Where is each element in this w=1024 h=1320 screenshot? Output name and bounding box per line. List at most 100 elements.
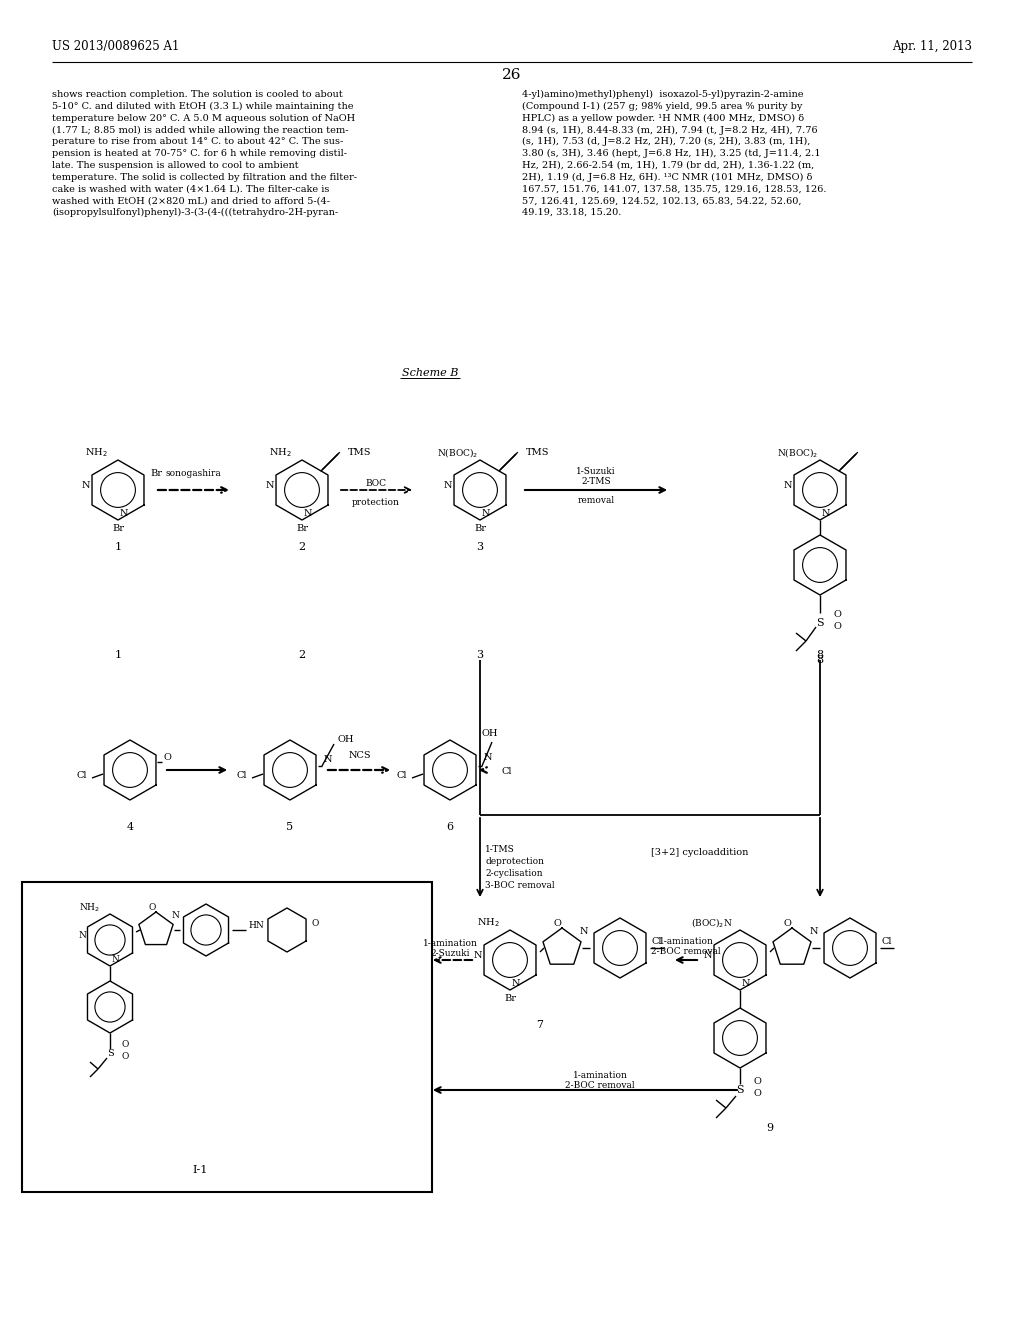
Text: O: O [164, 752, 172, 762]
Text: Br: Br [112, 524, 124, 533]
Text: I-1: I-1 [193, 1166, 208, 1175]
Text: O: O [122, 1052, 129, 1061]
Text: Br: Br [474, 524, 486, 533]
Text: N: N [484, 752, 493, 762]
Text: O: O [148, 903, 156, 912]
Text: 57, 126.41, 125.69, 124.52, 102.13, 65.83, 54.22, 52.60,: 57, 126.41, 125.69, 124.52, 102.13, 65.8… [522, 197, 802, 205]
Text: 3.80 (s, 3H), 3.46 (hept, J=6.8 Hz, 1H), 3.25 (td, J=11.4, 2.1: 3.80 (s, 3H), 3.46 (hept, J=6.8 Hz, 1H),… [522, 149, 820, 158]
Text: N: N [742, 979, 751, 987]
Text: N: N [78, 931, 86, 940]
Text: (Compound I-1) (257 g; 98% yield, 99.5 area % purity by: (Compound I-1) (257 g; 98% yield, 99.5 a… [522, 102, 803, 111]
Text: (isopropylsulfonyl)phenyl)-3-(3-(4-(((tetrahydro-2H-pyran-: (isopropylsulfonyl)phenyl)-3-(3-(4-(((te… [52, 209, 338, 216]
Text: 8: 8 [816, 649, 823, 660]
Text: NH$_2$: NH$_2$ [85, 446, 108, 459]
Text: 1-amination: 1-amination [423, 939, 477, 948]
Text: 5-10° C. and diluted with EtOH (3.3 L) while maintaining the: 5-10° C. and diluted with EtOH (3.3 L) w… [52, 102, 353, 111]
Text: 1: 1 [115, 543, 122, 552]
Text: (s, 1H), 7.53 (d, J=8.2 Hz, 2H), 7.20 (s, 2H), 3.83 (m, 1H),: (s, 1H), 7.53 (d, J=8.2 Hz, 2H), 7.20 (s… [522, 137, 810, 147]
Text: N: N [512, 979, 520, 987]
Text: N: N [482, 510, 490, 517]
Text: N: N [580, 927, 589, 936]
Text: Cl: Cl [237, 771, 247, 780]
Text: shows reaction completion. The solution is cooled to about: shows reaction completion. The solution … [52, 90, 343, 99]
Text: 8: 8 [816, 655, 823, 665]
Text: N(BOC)$_2$: N(BOC)$_2$ [777, 446, 818, 459]
Text: N: N [473, 950, 482, 960]
Text: 2-Suzuki: 2-Suzuki [430, 949, 470, 958]
Text: Apr. 11, 2013: Apr. 11, 2013 [892, 40, 972, 53]
Text: 5: 5 [287, 822, 294, 832]
Text: Cl: Cl [882, 937, 893, 946]
Text: NCS: NCS [349, 751, 372, 760]
Text: 8.94 (s, 1H), 8.44-8.33 (m, 2H), 7.94 (t, J=8.2 Hz, 4H), 7.76: 8.94 (s, 1H), 8.44-8.33 (m, 2H), 7.94 (t… [522, 125, 817, 135]
Text: Cl: Cl [502, 767, 512, 776]
Text: US 2013/0089625 A1: US 2013/0089625 A1 [52, 40, 179, 53]
Text: TMS: TMS [348, 447, 372, 457]
Text: 2-TMS: 2-TMS [582, 477, 610, 486]
Text: Br: Br [296, 524, 308, 533]
Text: N: N [172, 911, 180, 920]
Text: sonogashira: sonogashira [165, 469, 221, 478]
Text: 2: 2 [298, 543, 305, 552]
Text: Br: Br [504, 994, 516, 1003]
Text: 1: 1 [115, 649, 122, 660]
Text: (BOC)$_2$N: (BOC)$_2$N [691, 916, 733, 929]
Text: HPLC) as a yellow powder. ¹H NMR (400 MHz, DMSO) δ: HPLC) as a yellow powder. ¹H NMR (400 MH… [522, 114, 804, 123]
Text: temperature below 20° C. A 5.0 M aqueous solution of NaOH: temperature below 20° C. A 5.0 M aqueous… [52, 114, 355, 123]
Text: O: O [754, 1077, 762, 1086]
Bar [22, 882, 432, 1192]
Text: 1-amination: 1-amination [572, 1071, 628, 1080]
Text: 9: 9 [766, 1123, 773, 1133]
Text: N: N [703, 950, 712, 960]
Text: NH$_2$: NH$_2$ [476, 916, 500, 929]
Text: BOC: BOC [366, 479, 386, 488]
Text: (1.77 L; 8.85 mol) is added while allowing the reaction tem-: (1.77 L; 8.85 mol) is added while allowi… [52, 125, 348, 135]
Text: pension is heated at 70-75° C. for 6 h while removing distil-: pension is heated at 70-75° C. for 6 h w… [52, 149, 347, 158]
Text: O: O [122, 1040, 129, 1049]
Text: N: N [265, 480, 274, 490]
Text: HN: HN [248, 921, 264, 931]
Text: N: N [783, 480, 792, 490]
Text: 3: 3 [476, 649, 483, 660]
Text: 3-BOC removal: 3-BOC removal [485, 880, 555, 890]
Text: O: O [553, 919, 561, 928]
Text: OH: OH [338, 735, 354, 744]
Text: NH$_2$: NH$_2$ [80, 902, 100, 915]
Text: 4: 4 [126, 822, 133, 832]
Text: Br: Br [150, 469, 162, 478]
Text: O: O [754, 1089, 762, 1098]
Text: 1-amination: 1-amination [658, 937, 714, 946]
Text: cake is washed with water (4×1.64 L). The filter-cake is: cake is washed with water (4×1.64 L). Th… [52, 185, 330, 194]
Text: N: N [112, 954, 120, 964]
Text: removal: removal [578, 496, 614, 506]
Text: 49.19, 33.18, 15.20.: 49.19, 33.18, 15.20. [522, 209, 622, 216]
Text: late. The suspension is allowed to cool to ambient: late. The suspension is allowed to cool … [52, 161, 299, 170]
Text: deprotection: deprotection [485, 857, 544, 866]
Text: NH$_2$: NH$_2$ [268, 446, 292, 459]
Text: Cl: Cl [652, 937, 663, 946]
Text: S: S [816, 618, 824, 628]
Text: N: N [443, 480, 452, 490]
Text: N: N [82, 480, 90, 490]
Text: 6: 6 [446, 822, 454, 832]
Text: O: O [834, 610, 842, 619]
Text: 2H), 1.19 (d, J=6.8 Hz, 6H). ¹³C NMR (101 MHz, DMSO) δ: 2H), 1.19 (d, J=6.8 Hz, 6H). ¹³C NMR (10… [522, 173, 812, 182]
Text: Hz, 2H), 2.66-2.54 (m, 1H), 1.79 (br dd, 2H), 1.36-1.22 (m,: Hz, 2H), 2.66-2.54 (m, 1H), 1.79 (br dd,… [522, 161, 814, 170]
Text: N: N [324, 755, 333, 764]
Text: temperature. The solid is collected by filtration and the filter-: temperature. The solid is collected by f… [52, 173, 357, 182]
Text: O: O [834, 622, 842, 631]
Text: O: O [783, 919, 791, 928]
Text: OH: OH [482, 729, 499, 738]
Text: Scheme B: Scheme B [401, 368, 458, 378]
Text: 2-cyclisation: 2-cyclisation [485, 869, 543, 878]
Text: O: O [311, 919, 318, 928]
Text: N: N [810, 927, 818, 936]
Text: 1-Suzuki: 1-Suzuki [577, 467, 615, 477]
Text: 2-BOC removal: 2-BOC removal [651, 946, 721, 956]
Text: [3+2] cycloaddition: [3+2] cycloaddition [651, 847, 749, 857]
Text: S: S [736, 1085, 743, 1096]
Text: N(BOC)$_2$: N(BOC)$_2$ [437, 446, 478, 459]
Text: 26: 26 [502, 69, 522, 82]
Text: N: N [304, 510, 312, 517]
Text: TMS: TMS [526, 447, 550, 457]
